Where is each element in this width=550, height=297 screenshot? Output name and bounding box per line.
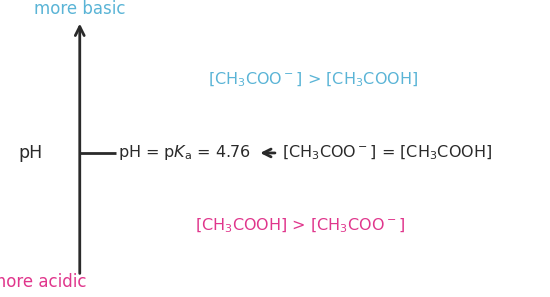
Text: pH = p$\it{K}_{\mathrm{a}}$ = 4.76: pH = p$\it{K}_{\mathrm{a}}$ = 4.76 bbox=[118, 143, 251, 162]
Text: pH: pH bbox=[18, 144, 42, 162]
Text: more basic: more basic bbox=[34, 0, 125, 18]
Text: [CH$_3$COO$^-$] > [CH$_3$COOH]: [CH$_3$COO$^-$] > [CH$_3$COOH] bbox=[208, 71, 419, 89]
Text: [CH$_3$COO$^-$] = [CH$_3$COOH]: [CH$_3$COO$^-$] = [CH$_3$COOH] bbox=[282, 144, 492, 162]
Text: [CH$_3$COOH] > [CH$_3$COO$^-$]: [CH$_3$COOH] > [CH$_3$COO$^-$] bbox=[195, 217, 405, 235]
Text: more acidic: more acidic bbox=[0, 273, 87, 291]
